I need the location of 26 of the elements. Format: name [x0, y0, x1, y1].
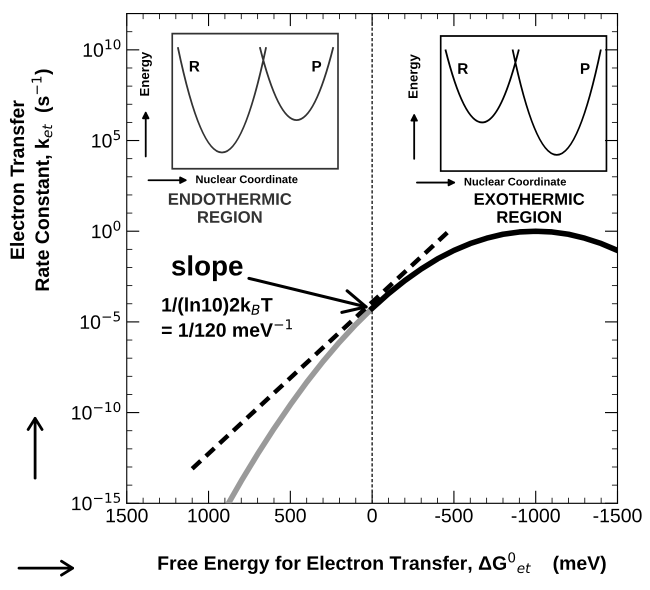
- x-tick-label: -1000: [512, 508, 560, 522]
- annotation: R: [190, 60, 200, 72]
- y-tick-label: 10$^{5}$: [92, 130, 120, 148]
- annotation: Nuclear Coordinate: [196, 175, 298, 184]
- annotation: EXOTHERMIC REGION: [474, 193, 584, 223]
- annotation: P: [580, 63, 590, 74]
- x-tick-label: -1500: [594, 508, 642, 522]
- text: Free Energy for Electron Transfer, ΔG$^{0}$$_{et}$ (meV): [158, 552, 606, 574]
- y-axis-title: Electron Transfer Rate Constant, k$_{et}$ (s$^{−1}$): [10, 69, 53, 290]
- annotation: ENDOTHERMIC REGION: [168, 193, 292, 223]
- x-tick-label: 1500: [106, 508, 148, 522]
- annotation: P: [312, 60, 322, 72]
- annotation: Energy: [140, 52, 152, 96]
- x-tick-label: 500: [274, 508, 306, 522]
- annotation: R: [458, 63, 468, 74]
- x-tick-label: -500: [435, 508, 473, 522]
- annotation: slope: [172, 255, 243, 282]
- annotation: Nuclear Coordinate: [464, 177, 566, 186]
- x-tick-label: 1000: [188, 508, 230, 522]
- y-tick-label: 10$^{10}$: [84, 39, 120, 57]
- y-tick-label: 10$^{−10}$: [72, 402, 120, 420]
- x-tick-label: 0: [367, 508, 377, 522]
- annotation: 1/(ln10)2k$_{B}$T = 1/120 meV$^{−1}$: [162, 297, 292, 338]
- y-tick-label: 10$^{0}$: [92, 220, 120, 238]
- annotation: Energy: [408, 54, 420, 98]
- y-tick-label: 10$^{−5}$: [80, 311, 120, 330]
